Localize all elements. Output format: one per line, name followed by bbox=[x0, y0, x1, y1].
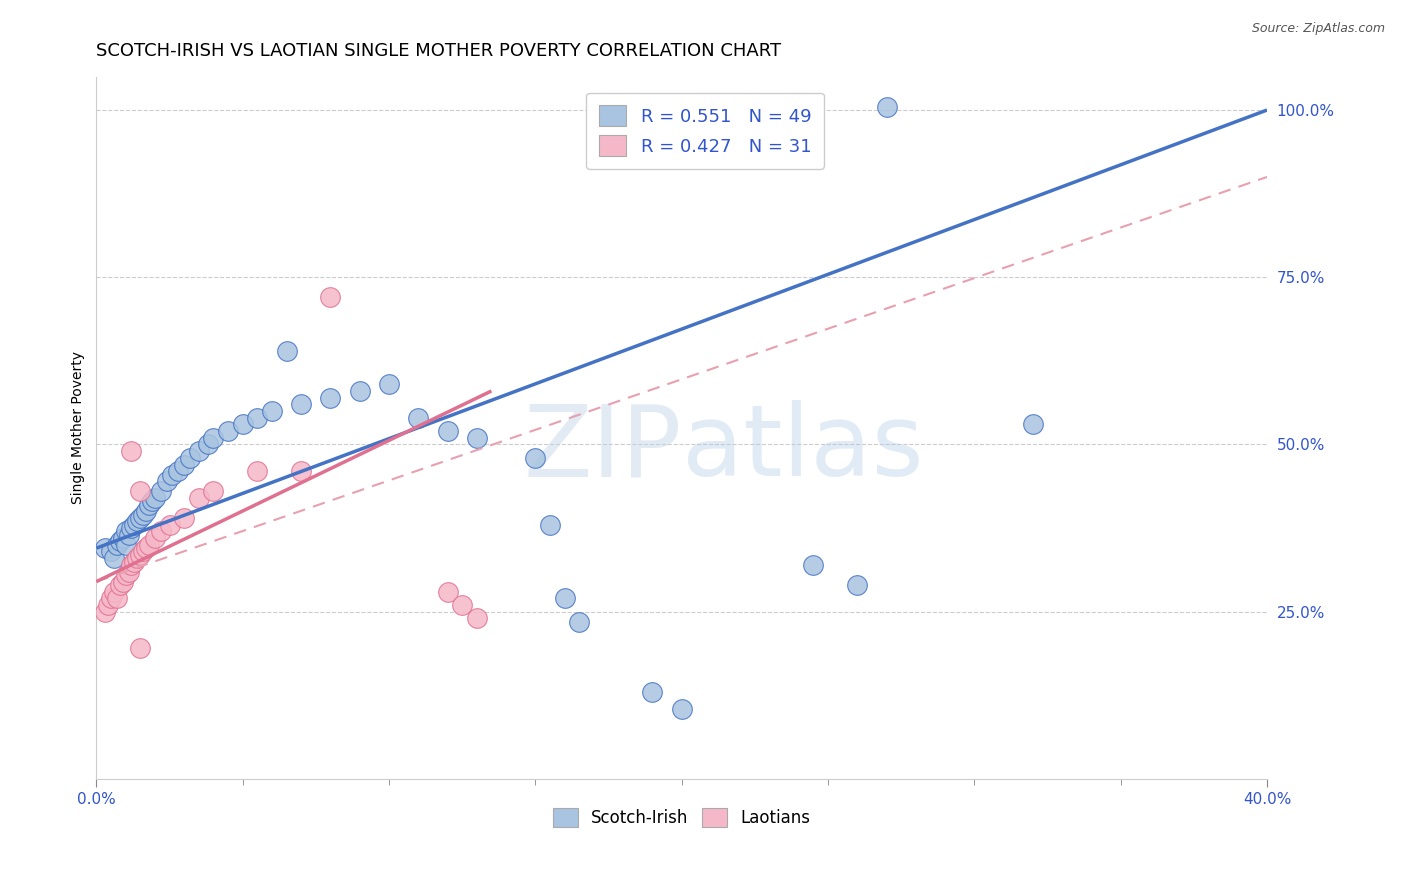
Point bbox=[138, 498, 160, 512]
Point bbox=[105, 538, 128, 552]
Point bbox=[162, 467, 184, 482]
Point bbox=[108, 534, 131, 549]
Point bbox=[803, 558, 825, 572]
Point bbox=[135, 504, 157, 518]
Y-axis label: Single Mother Poverty: Single Mother Poverty bbox=[72, 351, 86, 504]
Point bbox=[97, 598, 120, 612]
Point bbox=[554, 591, 576, 606]
Point bbox=[127, 515, 149, 529]
Point bbox=[114, 538, 136, 552]
Point bbox=[319, 391, 342, 405]
Point bbox=[141, 494, 163, 508]
Point bbox=[138, 538, 160, 552]
Point bbox=[121, 558, 143, 572]
Point bbox=[538, 517, 561, 532]
Point bbox=[135, 541, 157, 556]
Point bbox=[202, 431, 225, 445]
Point bbox=[132, 508, 155, 522]
Point bbox=[108, 578, 131, 592]
Point bbox=[155, 475, 177, 489]
Text: SCOTCH-IRISH VS LAOTIAN SINGLE MOTHER POVERTY CORRELATION CHART: SCOTCH-IRISH VS LAOTIAN SINGLE MOTHER PO… bbox=[97, 42, 782, 60]
Point bbox=[114, 568, 136, 582]
Point bbox=[143, 531, 166, 545]
Point bbox=[121, 444, 143, 458]
Point bbox=[121, 521, 143, 535]
Point bbox=[111, 574, 134, 589]
Point bbox=[641, 685, 664, 699]
Point bbox=[436, 584, 458, 599]
Point bbox=[246, 410, 269, 425]
Point bbox=[129, 484, 152, 499]
Point bbox=[114, 524, 136, 539]
Point bbox=[94, 541, 117, 556]
Point bbox=[319, 290, 342, 304]
Point bbox=[167, 464, 190, 478]
Point bbox=[378, 377, 401, 392]
Point bbox=[173, 458, 195, 472]
Point bbox=[129, 511, 152, 525]
Point bbox=[173, 511, 195, 525]
Point bbox=[260, 404, 283, 418]
Point bbox=[149, 484, 172, 499]
Point bbox=[129, 641, 152, 656]
Point bbox=[179, 450, 201, 465]
Text: ZIP: ZIP bbox=[523, 401, 682, 498]
Point bbox=[132, 544, 155, 558]
Point bbox=[124, 517, 146, 532]
Point bbox=[290, 397, 312, 411]
Point bbox=[217, 424, 239, 438]
Point bbox=[105, 591, 128, 606]
Point bbox=[129, 548, 152, 562]
Point bbox=[465, 431, 488, 445]
Legend: Scotch-Irish, Laotians: Scotch-Irish, Laotians bbox=[547, 801, 817, 834]
Point bbox=[524, 450, 547, 465]
Point bbox=[232, 417, 254, 432]
Point bbox=[103, 584, 125, 599]
Point bbox=[436, 424, 458, 438]
Point bbox=[124, 555, 146, 569]
Point bbox=[408, 410, 430, 425]
Point bbox=[117, 528, 139, 542]
Point bbox=[111, 531, 134, 545]
Point bbox=[349, 384, 371, 398]
Point bbox=[568, 615, 591, 629]
Point bbox=[465, 611, 488, 625]
Point bbox=[876, 100, 898, 114]
Point bbox=[290, 464, 312, 478]
Point bbox=[202, 484, 225, 499]
Point bbox=[846, 578, 869, 592]
Point bbox=[197, 437, 219, 451]
Point bbox=[100, 544, 122, 558]
Point bbox=[451, 598, 474, 612]
Point bbox=[187, 444, 209, 458]
Point bbox=[1022, 417, 1045, 432]
Point bbox=[100, 591, 122, 606]
Point bbox=[94, 605, 117, 619]
Text: Source: ZipAtlas.com: Source: ZipAtlas.com bbox=[1251, 22, 1385, 36]
Point bbox=[187, 491, 209, 505]
Text: atlas: atlas bbox=[682, 401, 924, 498]
Point bbox=[117, 565, 139, 579]
Point bbox=[149, 524, 172, 539]
Point bbox=[127, 551, 149, 566]
Point bbox=[276, 343, 298, 358]
Point bbox=[246, 464, 269, 478]
Point bbox=[671, 701, 693, 715]
Point bbox=[159, 517, 181, 532]
Point bbox=[103, 551, 125, 566]
Point bbox=[143, 491, 166, 505]
